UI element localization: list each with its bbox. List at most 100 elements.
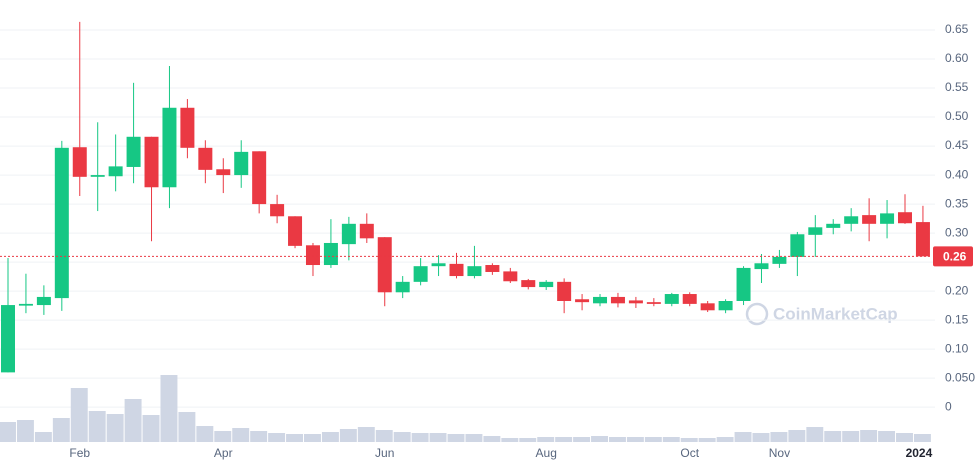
- volume-bar: [142, 415, 160, 442]
- volume-bar: [573, 437, 591, 442]
- candle-body: [288, 216, 303, 246]
- candle-body: [467, 266, 482, 277]
- y-tick-label: 0.35: [945, 196, 969, 210]
- candle-body: [898, 212, 912, 224]
- volume-bar: [716, 437, 734, 442]
- candle-body: [36, 296, 51, 306]
- candle-body: [90, 175, 105, 177]
- candle-body: [144, 136, 159, 188]
- volume-bar: [250, 431, 268, 442]
- candle-body: [270, 204, 285, 217]
- y-tick-label: 0.55: [945, 80, 969, 94]
- y-tick-label: 0.15: [945, 312, 969, 326]
- candle-body: [736, 267, 751, 301]
- volume-bar: [34, 432, 52, 442]
- candle-body: [485, 265, 500, 272]
- candle-body: [646, 302, 661, 304]
- x-tick-label: Apr: [214, 446, 233, 460]
- volume-bar: [591, 436, 608, 442]
- candle-body: [664, 294, 679, 304]
- candle-body: [162, 107, 177, 188]
- x-tick-label: Jun: [375, 446, 394, 460]
- watermark: CoinMarketCap: [745, 302, 898, 326]
- volume-bar: [160, 375, 178, 442]
- candle-body: [915, 222, 930, 257]
- candle-body: [826, 223, 841, 228]
- volume-bar: [770, 432, 788, 442]
- volume-bar: [626, 437, 644, 442]
- volume-bar: [52, 418, 70, 442]
- candle-body: [395, 281, 410, 293]
- candle-body: [610, 296, 625, 304]
- volume-bar: [896, 433, 913, 442]
- candle-body: [521, 280, 536, 288]
- y-tick-label: 0.20: [945, 283, 969, 297]
- candle-body: [54, 147, 69, 299]
- last-price-label: 0.26: [943, 249, 967, 263]
- volume-bar: [608, 437, 626, 442]
- candle-body: [377, 237, 392, 293]
- watermark-text: CoinMarketCap: [773, 304, 898, 323]
- candle-body: [216, 169, 231, 176]
- x-tick-label: Oct: [680, 446, 699, 460]
- y-tick-label: 0.50: [945, 109, 969, 123]
- volume-bar: [304, 434, 321, 442]
- volume-bar: [734, 432, 752, 442]
- candle-body: [503, 271, 518, 282]
- volume-bar: [393, 432, 411, 442]
- volume-bar: [878, 431, 896, 442]
- volume-bar: [411, 433, 429, 442]
- volume-bar: [519, 438, 537, 442]
- candle-body: [772, 256, 787, 264]
- y-tick-label: 0.40: [945, 167, 969, 181]
- candle-body: [718, 300, 733, 311]
- candle-body: [682, 294, 697, 304]
- candle-body: [754, 263, 769, 270]
- y-tick-label: 0.45: [945, 138, 969, 152]
- candle-body: [862, 215, 877, 224]
- volume-bar: [537, 437, 555, 442]
- x-tick-label: Feb: [69, 446, 90, 460]
- y-tick-label: 0.10: [945, 341, 969, 355]
- y-tick-label: 0.050: [945, 370, 975, 384]
- volume-bar: [16, 420, 34, 442]
- volume-bar: [752, 433, 770, 442]
- candle-body: [341, 223, 356, 245]
- candle-body: [323, 242, 338, 266]
- volume-bar: [447, 434, 465, 442]
- volume-bar: [106, 414, 124, 442]
- candle-body: [108, 166, 123, 177]
- volume-bar: [286, 434, 304, 442]
- candle-body: [1, 305, 15, 373]
- candle-body: [790, 234, 805, 257]
- volume-bar: [662, 437, 680, 442]
- volume-bar: [698, 438, 716, 442]
- volume-bar: [860, 430, 878, 442]
- y-tick-label: 0: [945, 399, 952, 413]
- volume-bar: [788, 430, 806, 442]
- y-tick-label: 0.65: [945, 22, 969, 36]
- volume-bar: [555, 437, 573, 442]
- candle-body: [252, 151, 267, 205]
- volume-bar: [339, 429, 357, 442]
- volume-bar: [429, 433, 447, 442]
- candle-body: [413, 266, 428, 282]
- candle-body: [844, 216, 859, 224]
- volume-bar: [321, 432, 339, 442]
- volume-bar: [501, 438, 519, 442]
- candle-body: [575, 299, 590, 303]
- candle-body: [808, 227, 823, 235]
- candle-body: [593, 296, 608, 304]
- y-tick-label: 0.30: [945, 225, 969, 239]
- volume-bar: [214, 431, 232, 442]
- volume-bar: [806, 427, 824, 442]
- volume-bar: [483, 436, 501, 442]
- candle-body: [628, 300, 643, 304]
- candle-body: [539, 281, 554, 288]
- volume-bar: [88, 411, 106, 442]
- volume-bar: [824, 431, 842, 442]
- candle-body: [431, 263, 446, 267]
- candle-body: [880, 213, 895, 224]
- candle-body: [305, 245, 320, 266]
